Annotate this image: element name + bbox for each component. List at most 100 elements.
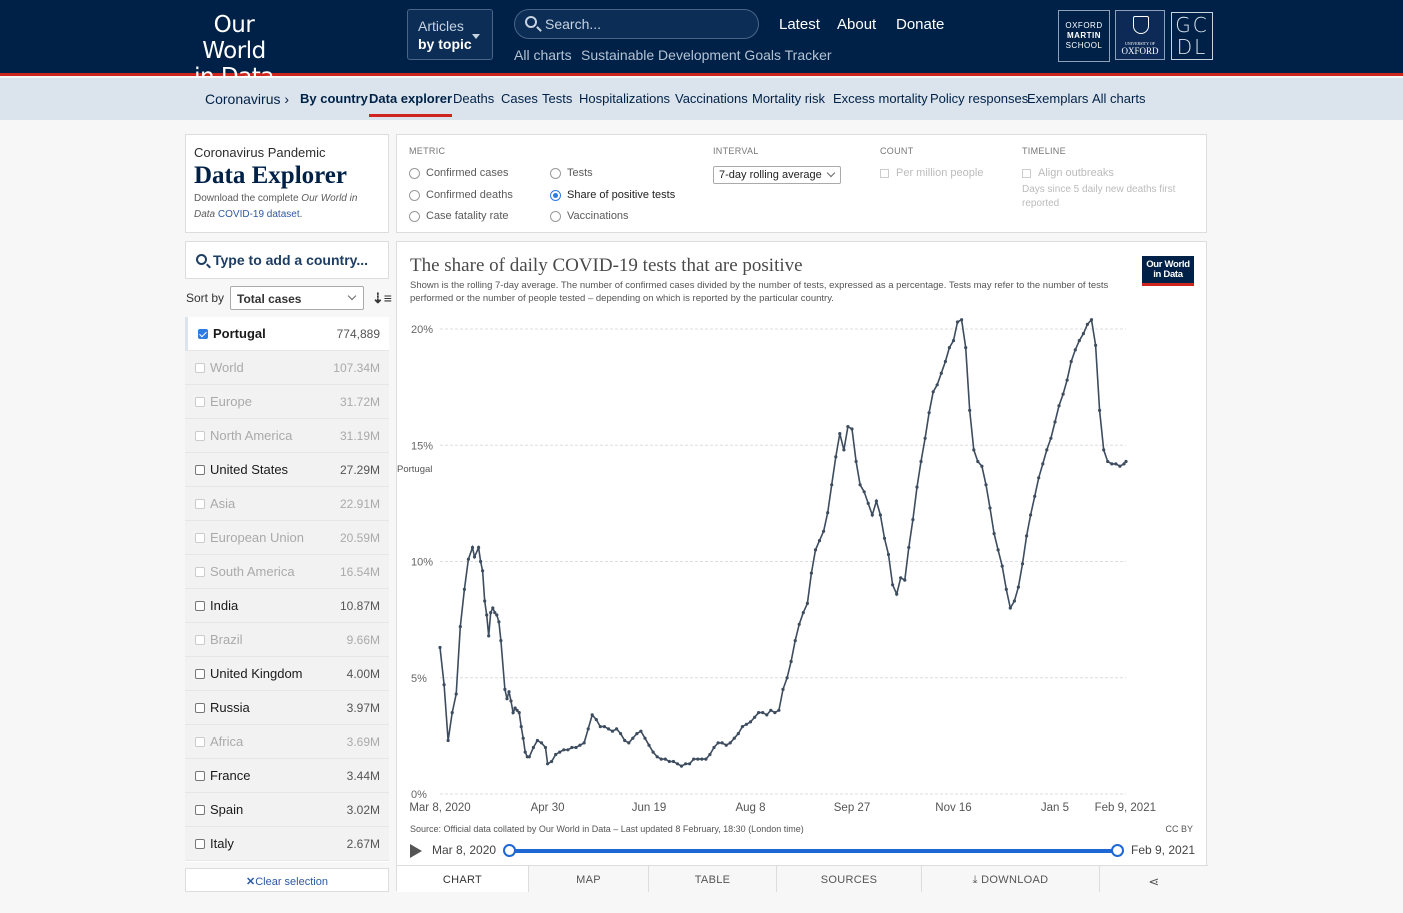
share-button[interactable]: ⋖: [1100, 866, 1208, 892]
data-point: [442, 683, 446, 687]
data-point: [692, 757, 696, 761]
checkbox-icon[interactable]: [195, 464, 205, 475]
nav-deaths[interactable]: Deaths: [453, 91, 495, 106]
data-point: [515, 708, 519, 712]
all-charts-link[interactable]: All charts: [514, 47, 572, 63]
checkbox-icon[interactable]: [195, 532, 205, 543]
sort-select[interactable]: Total cases: [230, 286, 364, 310]
nav-vaccinations[interactable]: Vaccinations: [675, 91, 748, 106]
metric-confirmed-cases[interactable]: Confirmed cases: [409, 167, 509, 179]
checkbox-icon[interactable]: [195, 736, 205, 747]
per-million-checkbox[interactable]: Per million people: [880, 167, 983, 179]
nav-excess-mortality[interactable]: Excess mortality: [833, 91, 928, 106]
checkbox-icon[interactable]: [195, 838, 205, 849]
about-link[interactable]: About: [837, 16, 877, 33]
country-row[interactable]: European Union 20.59M: [185, 521, 389, 555]
country-row[interactable]: Brazil 9.66M: [185, 623, 389, 657]
chart-license[interactable]: CC BY: [1165, 824, 1193, 834]
site-search-input[interactable]: Search...: [514, 9, 759, 39]
play-icon[interactable]: [410, 844, 422, 858]
nav-coronavirus[interactable]: Coronavirus ›: [205, 91, 290, 107]
nav-mortality-risk[interactable]: Mortality risk: [752, 91, 825, 106]
gcdl-logo[interactable]: GC DL: [1171, 12, 1213, 60]
country-row[interactable]: Asia 22.91M: [185, 487, 389, 521]
metric-share-positive-tests[interactable]: Share of positive tests: [550, 189, 675, 201]
country-row[interactable]: Russia 3.97M: [185, 691, 389, 725]
data-point: [1016, 585, 1021, 589]
checkbox-icon[interactable]: [195, 498, 205, 509]
tab-table[interactable]: TABLE: [649, 866, 777, 892]
articles-by-topic-button[interactable]: Articles by topic: [407, 9, 493, 60]
country-row[interactable]: South America 16.54M: [185, 555, 389, 589]
chevron-down-icon: [472, 34, 480, 39]
line-chart[interactable]: 0% 5% 10% 15% 20% Mar 8, 2020 Apr 30 Jun 19 Aug …: [397, 242, 1208, 822]
nav-cases[interactable]: Cases: [501, 91, 538, 106]
metric-vaccinations[interactable]: Vaccinations: [550, 210, 629, 222]
checkbox-icon[interactable]: [195, 634, 205, 645]
tab-download[interactable]: ⤓ DOWNLOAD: [922, 866, 1100, 892]
checkbox-icon[interactable]: [195, 362, 205, 373]
checkbox-icon[interactable]: [195, 702, 205, 713]
checkbox-icon[interactable]: [195, 804, 205, 815]
university-of-oxford-logo[interactable]: UNIVERSITY OF OXFORD: [1115, 10, 1165, 60]
nav-hospitalizations[interactable]: Hospitalizations: [579, 91, 671, 106]
country-row[interactable]: United States 27.29M: [185, 453, 389, 487]
donate-link[interactable]: Donate: [896, 16, 945, 33]
country-row[interactable]: Portugal 774,889: [185, 317, 389, 351]
country-search-input[interactable]: Type to add a country...: [185, 241, 389, 279]
oxford-martin-school-logo[interactable]: OXFORD MARTIN SCHOOL: [1058, 10, 1110, 62]
x-tick-label: Jan 5: [1041, 802, 1069, 814]
checkbox-icon[interactable]: [195, 396, 205, 407]
data-point: [895, 592, 899, 596]
data-point: [527, 755, 531, 759]
timeline-track[interactable]: [509, 849, 1118, 853]
checkbox-icon[interactable]: [195, 600, 205, 611]
timeline-start-handle[interactable]: [503, 844, 516, 857]
nav-policy-responses[interactable]: Policy responses: [930, 91, 1029, 106]
nav-data-explorer[interactable]: Data explorer: [369, 91, 453, 117]
align-outbreaks-checkbox[interactable]: Align outbreaks: [1022, 167, 1114, 179]
intro-desc-italic: Our World in Data: [194, 193, 358, 220]
country-row[interactable]: Spain 3.02M: [185, 793, 389, 827]
metric-case-fatality-rate[interactable]: Case fatality rate: [409, 210, 509, 222]
checkbox-icon[interactable]: [195, 668, 205, 679]
country-row[interactable]: France 3.44M: [185, 759, 389, 793]
checkbox-icon[interactable]: [195, 770, 205, 781]
country-row[interactable]: United Kingdom 4.00M: [185, 657, 389, 691]
data-point: [915, 485, 919, 489]
country-row[interactable]: Italy 2.67M: [185, 827, 389, 861]
checkbox-icon[interactable]: [195, 566, 205, 577]
country-row[interactable]: North America 31.19M: [185, 419, 389, 453]
country-row[interactable]: World 107.34M: [185, 351, 389, 385]
country-total-cases: 31.72M: [339, 394, 380, 409]
checkbox-icon[interactable]: [198, 328, 208, 339]
metric-confirmed-deaths[interactable]: Confirmed deaths: [409, 189, 513, 201]
interval-select[interactable]: 7-day rolling average: [713, 166, 841, 184]
country-row[interactable]: Africa 3.69M: [185, 725, 389, 759]
nav-by-country[interactable]: By country: [300, 91, 368, 106]
checkbox-icon[interactable]: [195, 430, 205, 441]
timeline-end-handle[interactable]: [1111, 844, 1124, 857]
nav-all-charts[interactable]: All charts: [1092, 91, 1146, 106]
data-point: [647, 743, 651, 747]
nav-exemplars[interactable]: Exemplars: [1027, 91, 1089, 106]
latest-link[interactable]: Latest: [779, 16, 820, 33]
data-point: [801, 611, 805, 615]
timeline-start-label: Mar 8, 2020: [432, 843, 497, 857]
sort-order-icon[interactable]: ⇣≡: [372, 290, 392, 306]
tab-chart[interactable]: CHART: [397, 866, 529, 892]
clear-selection-button[interactable]: ✕Clear selection: [185, 868, 389, 892]
tab-sources[interactable]: SOURCES: [777, 866, 922, 892]
metric-tests[interactable]: Tests: [550, 167, 593, 179]
dataset-download-link[interactable]: COVID-19 dataset: [217, 209, 300, 220]
timeline-slider[interactable]: Mar 8, 2020 Feb 9, 2021: [410, 842, 1200, 862]
country-row[interactable]: Europe 31.72M: [185, 385, 389, 419]
data-point: [858, 483, 862, 487]
owid-chart-logo[interactable]: Our World in Data: [1142, 256, 1194, 286]
nav-tests[interactable]: Tests: [542, 91, 573, 106]
radio-selected-icon: [550, 189, 561, 201]
data-point: [748, 720, 753, 724]
country-row[interactable]: India 10.87M: [185, 589, 389, 623]
tab-map[interactable]: MAP: [529, 866, 649, 892]
sdg-tracker-link[interactable]: Sustainable Development Goals Tracker: [581, 47, 832, 63]
